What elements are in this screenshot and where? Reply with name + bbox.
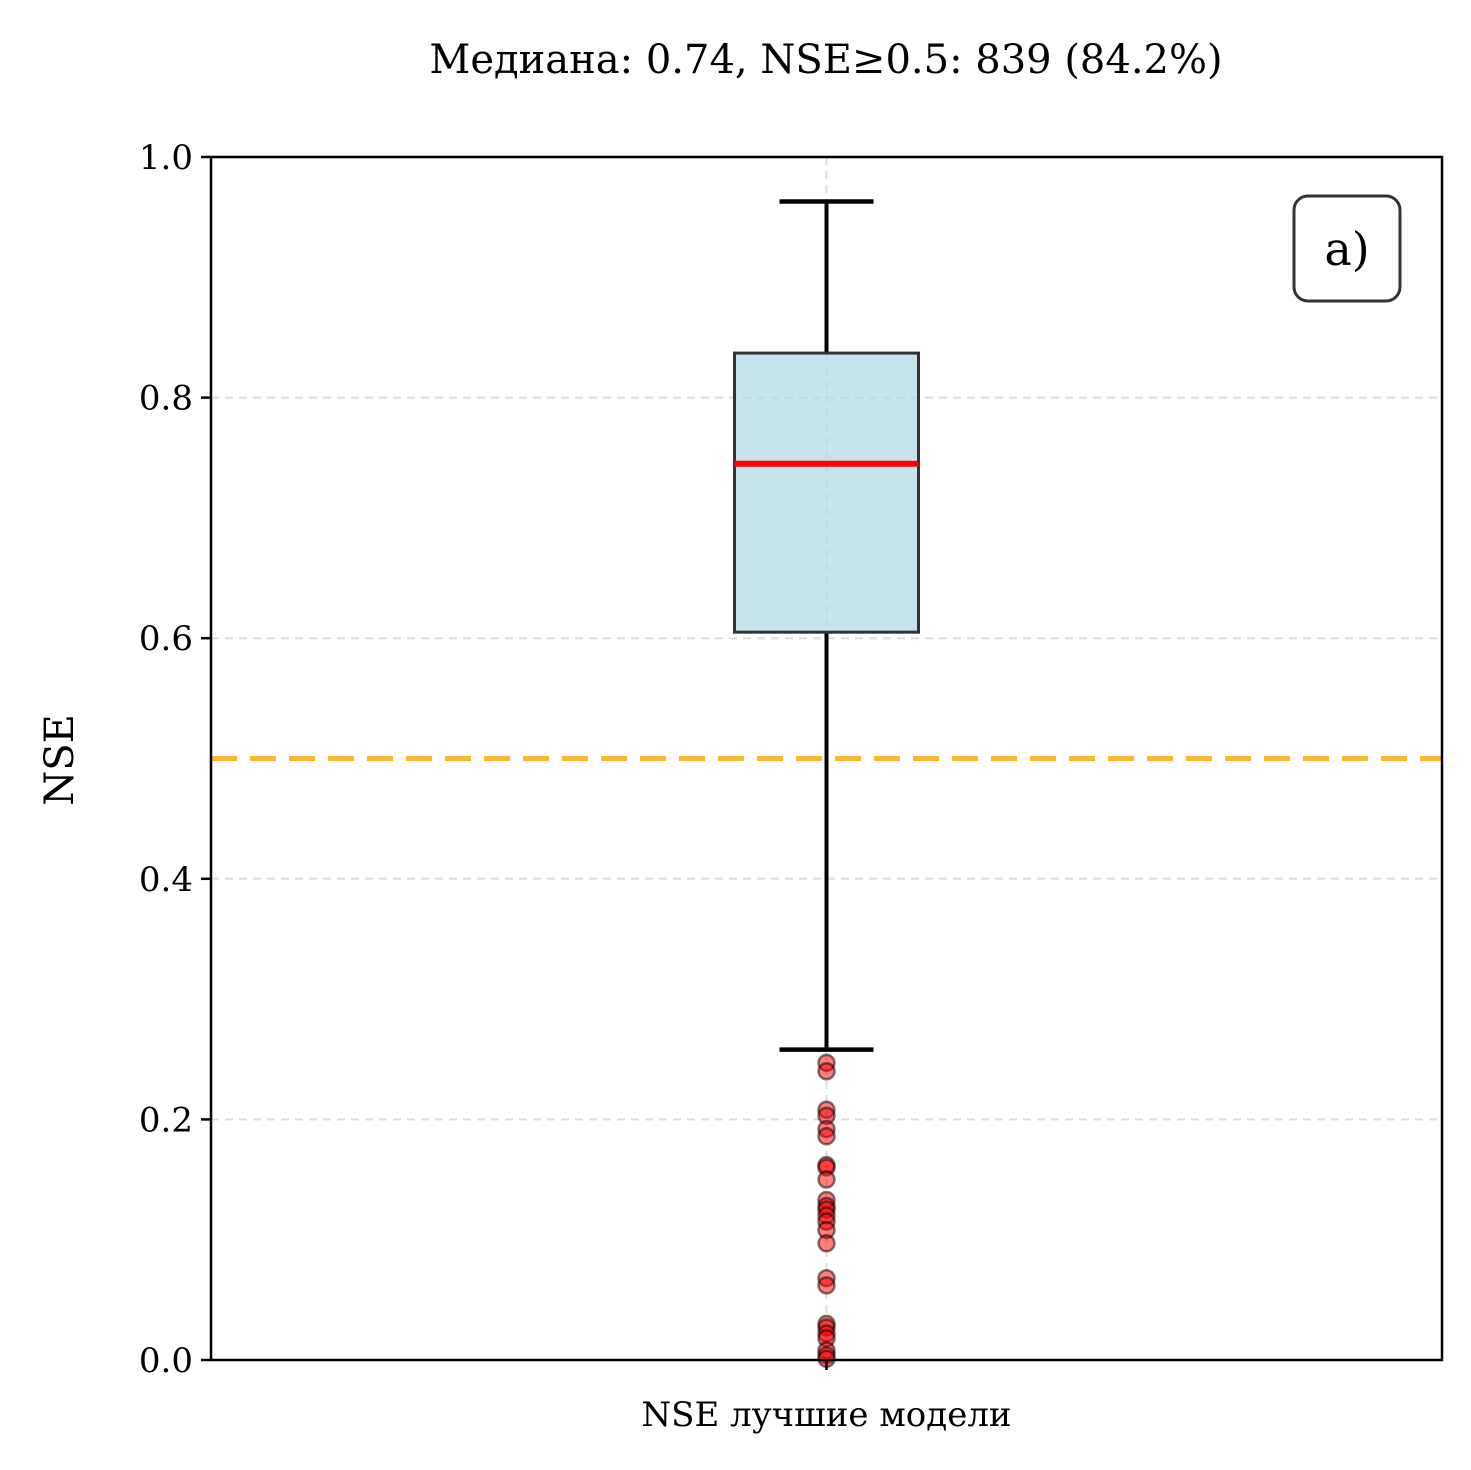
y-tick-label-3: 0.6 xyxy=(139,619,193,659)
y-tick-label-2: 0.4 xyxy=(139,860,193,900)
x-tick-label-0: NSE лучшие модели xyxy=(641,1395,1011,1435)
outlier-point-1 xyxy=(817,1062,836,1081)
box-group xyxy=(733,199,920,1052)
y-tick-label-0: 0.0 xyxy=(139,1341,193,1381)
y-tick-label-4: 0.8 xyxy=(139,379,193,419)
y-tick-label-5: 1.0 xyxy=(139,138,193,178)
panel-label: a) xyxy=(1324,222,1369,276)
y-axis-label: NSE xyxy=(37,714,83,806)
chart-title: Медиана: 0.74, NSE≥0.5: 839 (84.2%) xyxy=(429,37,1222,83)
outlier-group xyxy=(817,1053,836,1369)
panel-label-box: a) xyxy=(1292,194,1402,303)
x-axis-ticks: NSE лучшие модели xyxy=(641,1360,1012,1435)
outlier-point-17 xyxy=(817,1276,836,1295)
y-tick-label-1: 0.2 xyxy=(139,1100,193,1140)
iqr-box xyxy=(733,351,920,634)
outlier-point-5 xyxy=(817,1126,836,1146)
y-axis-ticks: 0.0 0.2 0.4 0.6 0.8 1.0 xyxy=(139,138,211,1381)
outlier-point-15 xyxy=(817,1234,836,1253)
outlier-point-8 xyxy=(817,1170,836,1189)
